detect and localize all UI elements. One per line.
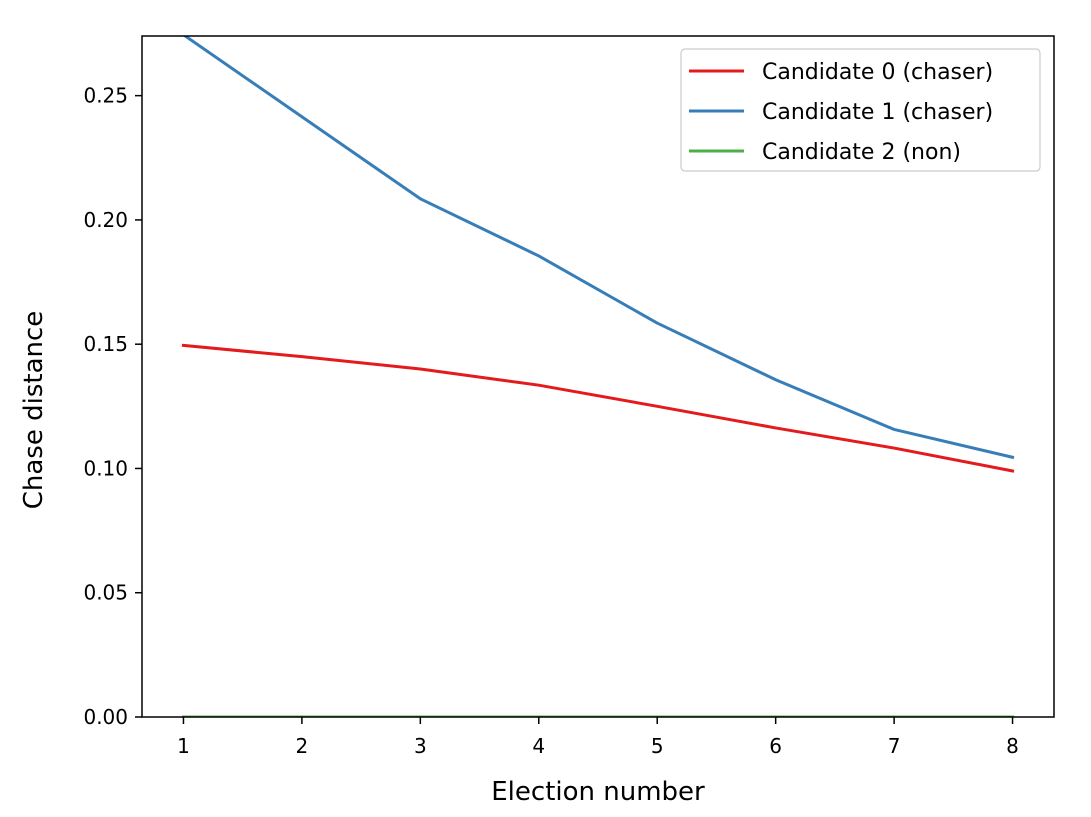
x-tick-label: 4	[532, 734, 545, 758]
y-tick-label: 0.00	[83, 705, 128, 729]
legend-label-2: Candidate 2 (non)	[762, 140, 961, 165]
y-tick-label: 0.15	[83, 332, 128, 356]
legend-box	[680, 48, 1041, 172]
series-line-0	[181, 343, 1015, 473]
y-axis-title: Chase distance	[19, 311, 49, 510]
x-tick-label: 2	[296, 734, 309, 758]
x-tick-label: 3	[414, 734, 427, 758]
y-tick-label: 0.20	[83, 208, 128, 232]
series-layer	[181, 36, 1015, 717]
legend: Candidate 0 (chaser) Candidate 1 (chaser)…	[680, 48, 1041, 172]
x-axis-title: Election number	[491, 777, 705, 807]
series-line-1	[182, 36, 1015, 460]
legend-items: Candidate 0 (chaser) Candidate 1 (chaser)…	[689, 60, 993, 165]
legend-label-1: Candidate 1 (chaser)	[762, 100, 993, 125]
x-tick-label: 1	[177, 734, 190, 758]
y-tick-label: 0.25	[83, 84, 128, 108]
plot-frame	[141, 35, 1055, 718]
legend-label-0: Candidate 0 (chaser)	[762, 60, 993, 85]
x-tick-label: 7	[888, 734, 901, 758]
y-tick-label: 0.10	[83, 456, 128, 480]
y-tick-label: 0.05	[83, 581, 128, 605]
x-tick-label: 6	[769, 734, 782, 758]
x-tick-label: 8	[1006, 734, 1019, 758]
x-axis-ticks: 1 2 3 4 5 6 7 8	[177, 717, 1019, 758]
y-axis-ticks: 0.00 0.05 0.10 0.15 0.20 0.25	[83, 84, 142, 729]
x-tick-label: 5	[651, 734, 664, 758]
